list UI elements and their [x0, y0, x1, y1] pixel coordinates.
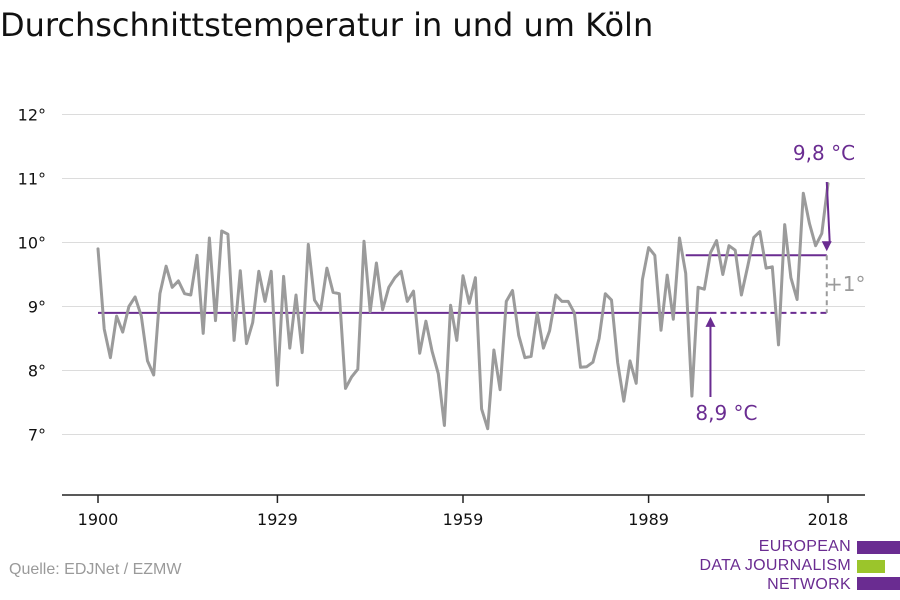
y-tick-label-12: 12° — [18, 106, 46, 125]
edjnet-logo: EUROPEAN DATA JOURNALISM NETWORK — [700, 532, 900, 600]
arrow-9-8-shaft — [825, 181, 831, 244]
x-tick-label-1989: 1989 — [628, 510, 669, 529]
logo-bar-green — [857, 560, 885, 573]
y-tick-label-7: 7° — [28, 426, 46, 445]
y-tick-label-9: 9° — [28, 298, 46, 317]
logo-bar-purple-1 — [857, 541, 900, 554]
x-tick-label-1959: 1959 — [443, 510, 484, 529]
x-tick-label-2018: 2018 — [808, 510, 849, 529]
y-tick-label-11: 11° — [18, 170, 46, 189]
x-axis-ticks: 1900 1929 1959 1989 2018 — [78, 495, 849, 529]
annotations: 8,9 °C 9,8 °C +1° — [695, 141, 865, 425]
source-note: Quelle: EDJNet / EZMW — [9, 561, 182, 578]
arrow-9-8-head — [821, 241, 832, 252]
temperature-series-line — [96, 182, 830, 431]
gridlines — [62, 114, 865, 435]
arrow-8-9-head — [705, 316, 716, 327]
y-tick-label-8: 8° — [28, 362, 46, 381]
chart-title: Durchschnittstemperatur in und um Köln — [0, 6, 654, 44]
x-tick-label-1900: 1900 — [78, 510, 119, 529]
logo-bar-purple-2 — [857, 577, 900, 590]
logo-line-2: DATA JOURNALISM — [699, 557, 851, 574]
x-tick-label-1929: 1929 — [257, 510, 298, 529]
logo-bar-notch — [857, 572, 900, 573]
difference-label: +1° — [826, 272, 865, 296]
y-tick-label-10: 10° — [18, 234, 46, 253]
label-8-9: 8,9 °C — [695, 401, 757, 425]
label-9-8: 9,8 °C — [793, 141, 855, 165]
y-axis-ticks: 7° 8° 9° 10° 11° 12° — [18, 106, 46, 445]
logo-line-1: EUROPEAN — [758, 538, 851, 555]
logo-line-3: NETWORK — [767, 576, 851, 593]
